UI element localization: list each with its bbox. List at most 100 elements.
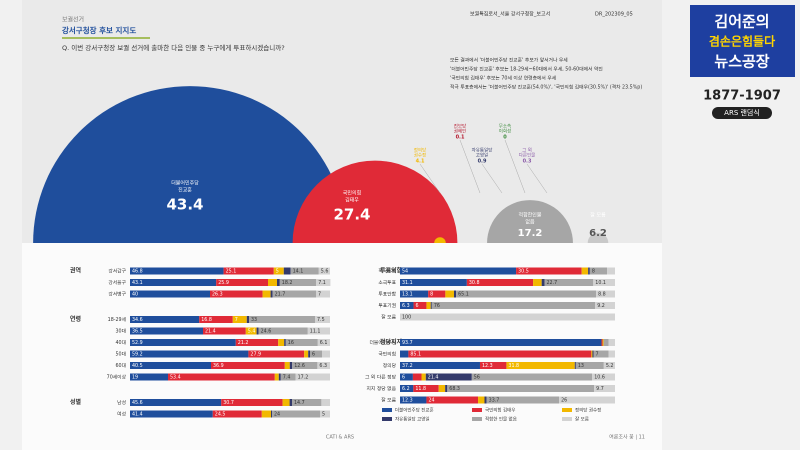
bar-segment (317, 339, 330, 346)
bar-segment (316, 279, 331, 286)
row-label: 50대 (115, 351, 126, 358)
bar-segment (308, 350, 310, 358)
bar-segment (426, 302, 431, 309)
row-label: 국민의힘 (378, 351, 396, 358)
value-label: 56 (474, 375, 480, 381)
bar-segment (130, 399, 222, 406)
legend-label: 적합한 인물 없음 (485, 416, 517, 423)
party: 자유통일당 (472, 147, 493, 154)
bar-segment (603, 362, 615, 369)
party: 정의당 (414, 147, 426, 154)
bar-segment (212, 410, 262, 418)
row-label: 강서을구 (108, 279, 126, 286)
candidate: 없음 (525, 219, 535, 226)
group-label: 연령 (70, 315, 81, 323)
bar-segment (262, 290, 271, 298)
legend-swatch (382, 408, 392, 412)
row-label: 여성 (117, 411, 126, 418)
bar-segment (593, 279, 615, 286)
bar-segment (280, 373, 296, 381)
footer-right: 여론조사 꽃 | 11 (609, 434, 645, 441)
bar-segment (268, 279, 277, 286)
bar-segment (400, 279, 467, 286)
bar-segment (278, 373, 281, 381)
bar-segment (592, 350, 594, 358)
row-label: 투표기권 (378, 302, 396, 309)
value-label: 26.3 (212, 292, 223, 298)
bar-segment (506, 362, 575, 369)
bar-segment (270, 290, 273, 298)
value-label: 12.3 (482, 363, 493, 369)
value-label: 8 (592, 269, 595, 275)
bar-segment (321, 399, 330, 406)
bar-segment (608, 350, 615, 358)
value-label: 0 (503, 135, 507, 141)
leader (481, 163, 503, 194)
bar-segment (203, 327, 246, 335)
party: 잘 모름 (590, 212, 606, 219)
candidate: 진교훈 (178, 187, 192, 194)
candidate: 권수정 (414, 152, 426, 159)
value-label: 0.1 (456, 135, 465, 141)
value-label: 24.6 (261, 329, 272, 335)
bar-segment (601, 339, 603, 346)
candidate: 김태우 (345, 197, 359, 204)
bar-segment (588, 267, 590, 275)
method-pill (712, 107, 772, 119)
value-label: 22.7 (546, 280, 557, 286)
value-label: 13.1 (402, 292, 413, 298)
bar-segment (322, 350, 330, 358)
value-label: 6.2 (589, 228, 607, 239)
party: 적합한인물 (518, 212, 541, 219)
value-label: 33 (251, 317, 257, 323)
bar-segment (478, 396, 485, 404)
bar-segment (223, 267, 274, 275)
leader (459, 139, 481, 194)
party: 진보당 (454, 123, 466, 130)
value-label: 13 (578, 363, 584, 369)
bar-segment (581, 267, 589, 275)
bar-segment (486, 396, 560, 404)
value-label: 16.8 (201, 317, 212, 323)
bar-segment (310, 350, 322, 358)
bar-segment (541, 279, 545, 286)
bar-segment (273, 267, 284, 275)
bar-segment (284, 339, 286, 346)
value-label: 6 (312, 352, 315, 358)
bar-segment (130, 373, 168, 381)
bar-segment (272, 290, 316, 298)
bar-segment (484, 396, 487, 404)
value-label: 45.6 (132, 400, 143, 406)
bar-segment (425, 373, 472, 381)
bar-segment (591, 350, 593, 358)
bar-segment (413, 302, 427, 309)
bar-segment (130, 316, 200, 323)
legend-swatch (562, 408, 572, 412)
bar-segment (199, 316, 233, 323)
bar-segment (400, 290, 429, 298)
value-label: 11.1 (310, 329, 321, 335)
value-label: 21.4 (428, 375, 439, 381)
candidate: 고영일 (476, 152, 488, 159)
footer-center: CATI & ARS (326, 435, 354, 441)
value-label: 34.6 (132, 317, 143, 323)
bar-segment (400, 302, 414, 309)
bar-segment (426, 396, 479, 404)
bubble (292, 160, 458, 243)
bar-segment (279, 279, 317, 286)
value-label: 31.8 (508, 363, 519, 369)
bar-segment (594, 385, 615, 392)
bar-segment (292, 399, 322, 406)
bar-segment (421, 373, 426, 381)
bar-segment (479, 362, 507, 369)
bar-segment (256, 327, 259, 335)
bar-segment (400, 313, 615, 321)
bar-segment (283, 267, 291, 275)
bar-segment (248, 350, 305, 358)
row-label: 지지 정당 없음 (366, 385, 396, 392)
bar-segment (413, 385, 439, 392)
bar-segment (290, 267, 319, 275)
bar-segment (471, 373, 593, 381)
party: 국민의힘 (343, 190, 361, 197)
value-label: 24 (428, 398, 434, 404)
